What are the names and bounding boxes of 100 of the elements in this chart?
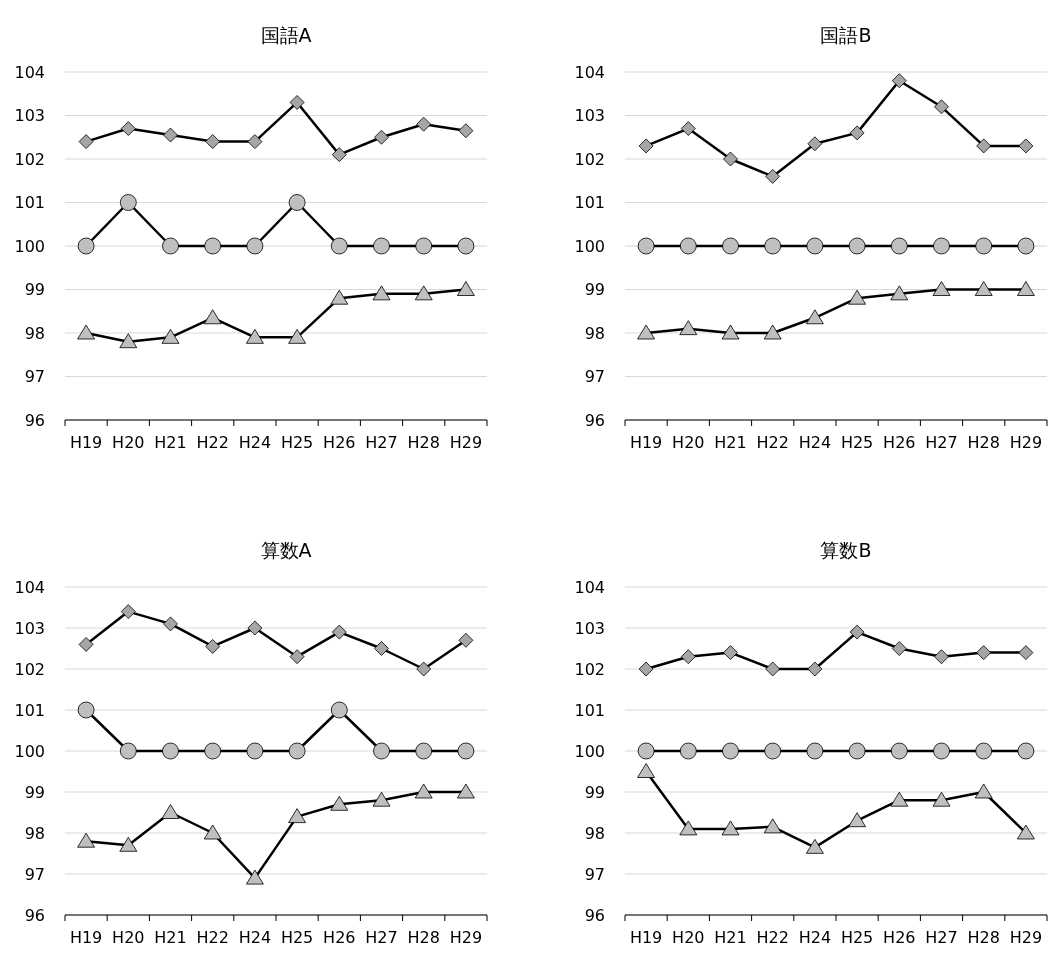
point: [330, 289, 349, 305]
point: [806, 237, 824, 255]
x-tick-label: H21: [154, 433, 187, 452]
point: [679, 820, 698, 836]
point: [806, 838, 824, 854]
point: [416, 116, 432, 132]
point: [1017, 281, 1035, 296]
point: [934, 99, 949, 115]
point: [77, 237, 95, 255]
x-tick-label: H21: [154, 928, 187, 947]
point: [288, 194, 306, 211]
point: [246, 237, 264, 255]
y-tick-label: 96: [584, 410, 605, 430]
y-tick-label: 98: [584, 323, 605, 343]
x-tick-label: H22: [196, 928, 229, 947]
point: [976, 138, 992, 154]
y-tick-label: 98: [24, 323, 45, 343]
x-tick-label: H27: [365, 928, 398, 947]
x-tick-label: H22: [756, 928, 789, 947]
y-tick-label: 98: [584, 823, 605, 843]
point: [721, 324, 740, 340]
y-tick-label: 99: [24, 280, 45, 300]
point: [637, 237, 655, 255]
x-tick-label: H20: [112, 433, 145, 452]
point: [637, 324, 655, 340]
y-tick-label: 99: [584, 782, 605, 802]
x-tick-label: H26: [323, 928, 356, 947]
x-tick-label: H19: [69, 928, 103, 947]
point: [680, 121, 696, 136]
y-tick-label: 99: [24, 782, 45, 802]
point: [373, 742, 390, 760]
point: [246, 869, 264, 885]
point: [637, 763, 655, 778]
y-tick-label: 96: [584, 905, 605, 925]
point: [933, 237, 950, 255]
x-tick-label: H26: [883, 928, 916, 947]
x-tick-label: H20: [672, 433, 705, 452]
point: [976, 645, 992, 660]
x-tick-label: H24: [798, 433, 832, 452]
point: [723, 645, 738, 660]
point: [679, 742, 697, 760]
point: [373, 237, 390, 255]
y-tick-label: 96: [24, 905, 45, 925]
point: [1017, 824, 1035, 840]
point: [891, 73, 907, 89]
point: [205, 134, 221, 149]
point: [974, 281, 993, 296]
point: [161, 804, 180, 819]
x-tick-label: H25: [280, 928, 314, 947]
point: [974, 783, 993, 799]
y-tick-label: 104: [574, 62, 605, 82]
y-tick-label: 99: [584, 280, 605, 300]
point: [457, 742, 475, 760]
point: [638, 661, 654, 677]
point: [890, 237, 908, 255]
y-tick-label: 100: [14, 236, 45, 256]
point: [330, 795, 349, 811]
x-tick-label: H19: [629, 928, 663, 947]
point: [331, 624, 347, 640]
y-tick-label: 102: [574, 659, 605, 679]
point: [162, 742, 179, 760]
chart-title: 算数A: [260, 539, 312, 561]
x-tick-label: H25: [840, 433, 874, 452]
point: [1018, 645, 1034, 660]
y-tick-label: 103: [574, 618, 605, 638]
point: [934, 649, 949, 665]
point: [890, 285, 909, 301]
x-tick-label: H27: [925, 433, 958, 452]
x-tick-label: H22: [196, 433, 229, 452]
y-tick-label: 97: [584, 864, 605, 884]
point: [416, 661, 432, 677]
point: [680, 649, 696, 665]
point: [458, 632, 474, 648]
point: [722, 742, 739, 760]
point: [722, 237, 739, 255]
point: [1018, 138, 1034, 154]
point: [1017, 237, 1035, 255]
y-tick-label: 103: [14, 106, 45, 126]
x-tick-label: H24: [238, 928, 272, 947]
y-tick-label: 98: [24, 823, 45, 843]
point: [414, 285, 433, 301]
point: [205, 639, 221, 654]
point: [457, 783, 475, 799]
x-tick-label: H20: [112, 928, 145, 947]
point: [330, 237, 348, 255]
y-tick-label: 104: [14, 577, 45, 597]
x-tick-label: H29: [449, 433, 483, 452]
point: [119, 194, 137, 211]
x-tick-label: H26: [883, 433, 916, 452]
x-tick-label: H27: [365, 433, 398, 452]
x-tick-label: H26: [323, 433, 356, 452]
point: [203, 824, 222, 840]
point: [457, 281, 475, 296]
y-tick-label: 97: [584, 367, 605, 387]
point: [288, 742, 306, 760]
point: [890, 742, 908, 760]
y-tick-label: 97: [24, 864, 45, 884]
point: [890, 791, 909, 807]
x-tick-label: H19: [629, 433, 663, 452]
y-tick-label: 102: [14, 149, 45, 169]
